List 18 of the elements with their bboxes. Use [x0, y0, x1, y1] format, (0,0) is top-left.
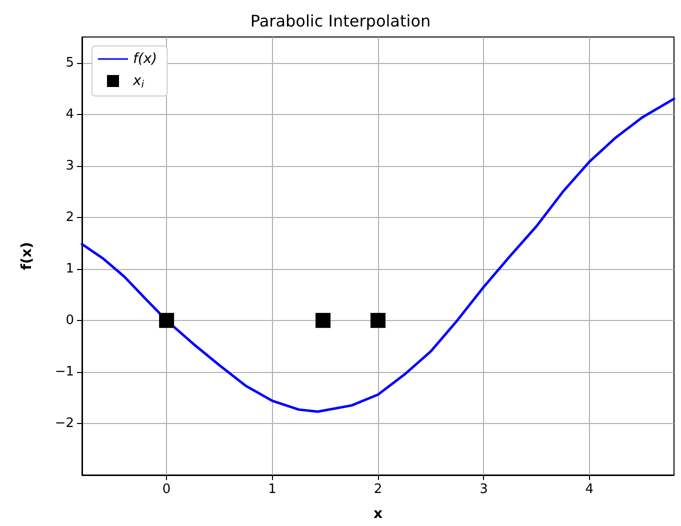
y-tick-label: 4	[66, 106, 74, 122]
y-tick-label: 2	[66, 210, 74, 225]
y-tick-label: 1	[66, 261, 74, 276]
x-tick-label: 4	[585, 482, 594, 497]
y-tick-label: 3	[66, 158, 74, 174]
y-tick-label: 5	[66, 55, 74, 70]
x-tick-label: 2	[374, 482, 382, 497]
line-series	[80, 98, 676, 413]
x-tick-label: 1	[268, 482, 276, 497]
chart-title: Parabolic Interpolation	[250, 12, 431, 30]
y-tick-label: −1	[54, 364, 74, 380]
x-axis-title: x	[373, 506, 383, 522]
y-tick-label: −2	[54, 416, 74, 431]
y-axis-title: f(x)	[19, 242, 35, 270]
y-tick-label: 0	[66, 312, 74, 328]
x-tick-label: 3	[480, 482, 488, 497]
x-tick-label: 0	[162, 482, 171, 497]
legend-label: f(x)	[133, 51, 158, 67]
